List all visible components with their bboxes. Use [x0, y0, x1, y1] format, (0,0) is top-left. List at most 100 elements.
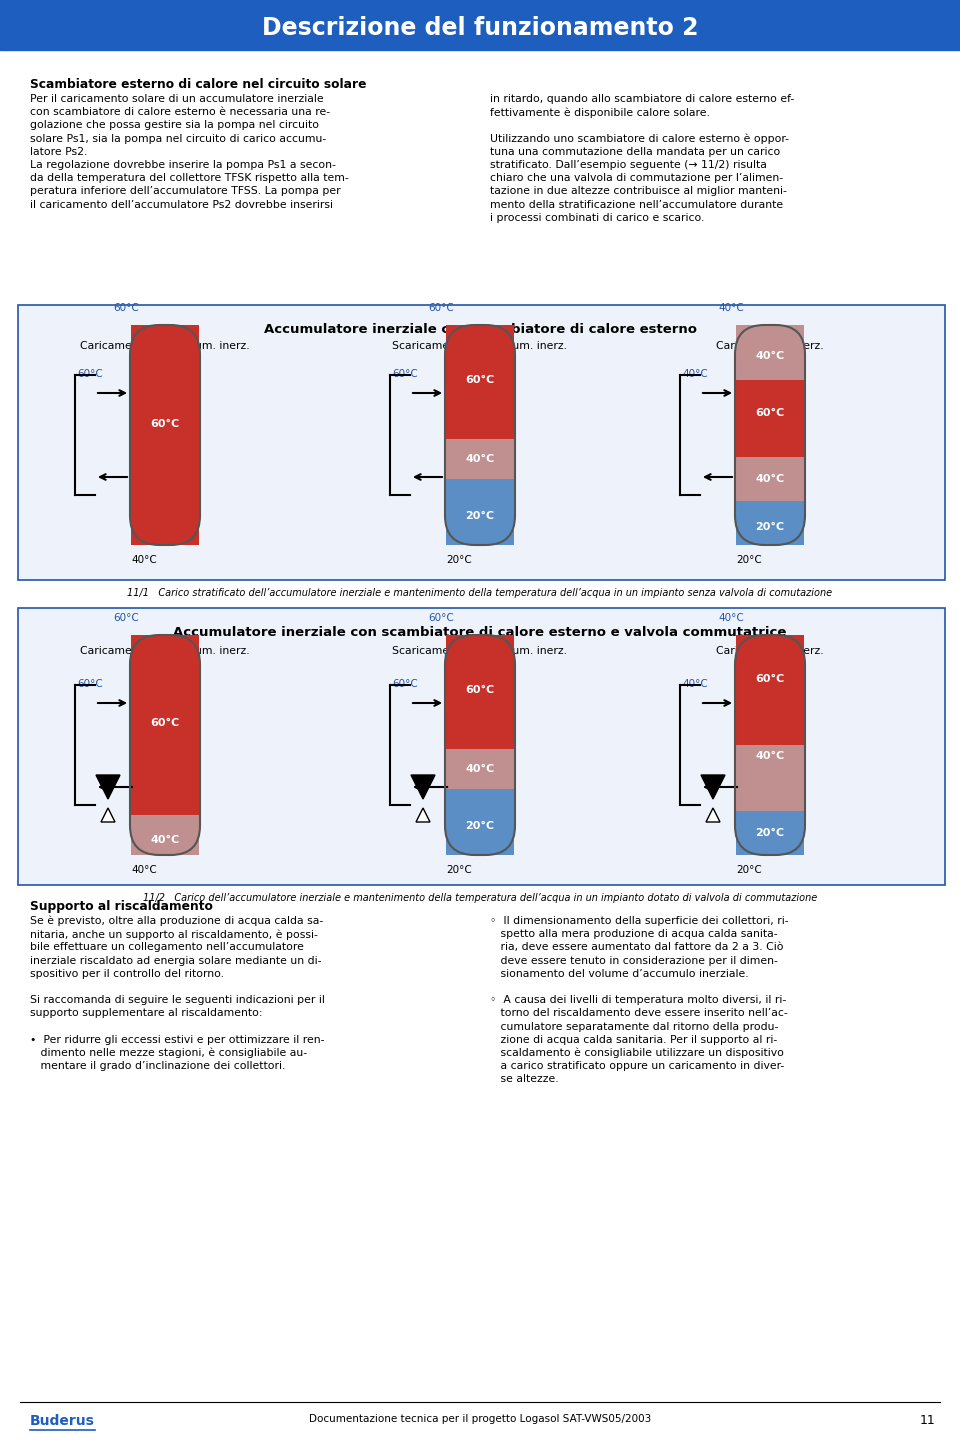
Text: nitaria, anche un supporto al riscaldamento, è possi-: nitaria, anche un supporto al riscaldame…	[30, 929, 318, 940]
Text: 40°C: 40°C	[151, 835, 180, 845]
Text: 40°C: 40°C	[466, 454, 494, 464]
Text: sionamento del volume d’accumulo inerziale.: sionamento del volume d’accumulo inerzia…	[490, 969, 749, 979]
Bar	[18, 305, 945, 580]
Bar	[131, 325, 199, 544]
Text: Se è previsto, oltre alla produzione di acqua calda sa-: Se è previsto, oltre alla produzione di …	[30, 916, 324, 926]
Text: a carico stratificato oppure un caricamento in diver-: a carico stratificato oppure un caricame…	[490, 1061, 784, 1071]
Text: Caricam. acc. inerz.: Caricam. acc. inerz.	[716, 647, 824, 657]
Text: i processi combinati di carico e scarico.: i processi combinati di carico e scarico…	[490, 213, 705, 223]
Text: stratificato. Dall’esempio seguente (→ 11/2) risulta: stratificato. Dall’esempio seguente (→ 1…	[490, 160, 767, 170]
Text: tuna una commutazione della mandata per un carico: tuna una commutazione della mandata per …	[490, 147, 780, 157]
Text: 60°C: 60°C	[466, 685, 494, 696]
Text: zione di acqua calda sanitaria. Per il supporto al ri-: zione di acqua calda sanitaria. Per il s…	[490, 1035, 778, 1045]
Text: in ritardo, quando allo scambiatore di calore esterno ef-: in ritardo, quando allo scambiatore di c…	[490, 94, 794, 104]
Polygon shape	[96, 775, 120, 799]
Text: 20°C: 20°C	[736, 554, 762, 564]
Text: 11/2   Carico dell’accumulatore inerziale e mantenimento della temperatura dell’: 11/2 Carico dell’accumulatore inerziale …	[143, 893, 817, 903]
Text: il caricamento dell’accumulatore Ps2 dovrebbe inserirsi: il caricamento dell’accumulatore Ps2 dov…	[30, 200, 333, 210]
Text: Caricamento dell’accum. inerz.: Caricamento dell’accum. inerz.	[81, 647, 250, 657]
Text: deve essere tenuto in considerazione per il dimen-: deve essere tenuto in considerazione per…	[490, 956, 778, 966]
FancyBboxPatch shape	[130, 325, 200, 544]
Polygon shape	[706, 808, 720, 822]
Bar	[446, 480, 514, 544]
Text: 60°C: 60°C	[392, 680, 418, 688]
Text: Caricamento dell’accum. inerz.: Caricamento dell’accum. inerz.	[81, 341, 250, 351]
Text: Utilizzando uno scambiatore di calore esterno è oppor-: Utilizzando uno scambiatore di calore es…	[490, 134, 789, 144]
Bar	[131, 815, 199, 854]
Text: torno del riscaldamento deve essere inserito nell’ac-: torno del riscaldamento deve essere inse…	[490, 1008, 788, 1018]
Polygon shape	[101, 808, 115, 822]
Text: •  Per ridurre gli eccessi estivi e per ottimizzare il ren-: • Per ridurre gli eccessi estivi e per o…	[30, 1035, 324, 1045]
Text: Accumulatore inerziale con scambiatore di calore esterno: Accumulatore inerziale con scambiatore d…	[263, 323, 697, 336]
Text: 40°C: 40°C	[132, 865, 156, 876]
Text: spetto alla mera produzione di acqua calda sanita-: spetto alla mera produzione di acqua cal…	[490, 929, 778, 939]
Text: 40°C: 40°C	[132, 554, 156, 564]
Bar	[446, 635, 514, 749]
Text: 60°C: 60°C	[113, 302, 139, 312]
Text: 60°C: 60°C	[392, 369, 418, 379]
Bar	[131, 635, 199, 815]
FancyBboxPatch shape	[735, 325, 805, 544]
Text: 60°C: 60°C	[151, 419, 180, 429]
Text: 60°C: 60°C	[77, 369, 103, 379]
Text: Accumulatore inerziale con scambiatore di calore esterno e valvola commutatrice: Accumulatore inerziale con scambiatore d…	[174, 626, 786, 639]
Text: 20°C: 20°C	[736, 865, 762, 876]
Bar	[446, 749, 514, 789]
Text: scaldamento è consigliabile utilizzare un dispositivo: scaldamento è consigliabile utilizzare u…	[490, 1048, 784, 1058]
Text: 11/1   Carico stratificato dell’accumulatore inerziale e mantenimento della temp: 11/1 Carico stratificato dell’accumulato…	[128, 588, 832, 598]
Bar	[446, 439, 514, 478]
Text: Caricam. acc. inerz.: Caricam. acc. inerz.	[716, 341, 824, 351]
Text: 40°C: 40°C	[683, 369, 708, 379]
Text: 20°C: 20°C	[756, 523, 784, 533]
Text: 40°C: 40°C	[718, 302, 744, 312]
FancyBboxPatch shape	[445, 635, 515, 855]
Text: 20°C: 20°C	[446, 865, 472, 876]
Text: 60°C: 60°C	[151, 719, 180, 729]
Text: Si raccomanda di seguire le seguenti indicazioni per il: Si raccomanda di seguire le seguenti ind…	[30, 995, 324, 1005]
Text: 20°C: 20°C	[446, 554, 472, 564]
Text: Documentazione tecnica per il progetto Logasol SAT-VWS05/2003: Documentazione tecnica per il progetto L…	[309, 1414, 651, 1424]
Text: Per il caricamento solare di un accumulatore inerziale: Per il caricamento solare di un accumula…	[30, 94, 324, 104]
Text: peratura inferiore dell’accumulatore TFSS. La pompa per: peratura inferiore dell’accumulatore TFS…	[30, 186, 341, 196]
Text: 40°C: 40°C	[756, 474, 784, 484]
FancyBboxPatch shape	[130, 635, 200, 855]
Text: Buderus: Buderus	[30, 1414, 95, 1428]
Text: da della temperatura del collettore TFSK rispetto alla tem-: da della temperatura del collettore TFSK…	[30, 173, 348, 183]
Bar	[18, 608, 945, 886]
Bar	[0, 0, 960, 50]
Polygon shape	[416, 808, 430, 822]
Bar	[736, 811, 804, 854]
Text: Scaricamento dell’accum. inerz.: Scaricamento dell’accum. inerz.	[393, 647, 567, 657]
FancyBboxPatch shape	[735, 635, 805, 855]
Bar	[736, 501, 804, 544]
Text: Scambiatore esterno di calore nel circuito solare: Scambiatore esterno di calore nel circui…	[30, 78, 367, 91]
FancyBboxPatch shape	[445, 325, 515, 544]
Text: 40°C: 40°C	[718, 613, 744, 624]
Text: fettivamente è disponibile calore solare.: fettivamente è disponibile calore solare…	[490, 107, 709, 118]
Text: dimento nelle mezze stagioni, è consigliabile au-: dimento nelle mezze stagioni, è consigli…	[30, 1048, 307, 1058]
Text: 11: 11	[920, 1414, 935, 1427]
Text: 60°C: 60°C	[756, 674, 784, 684]
Text: ◦  A causa dei livelli di temperatura molto diversi, il ri-: ◦ A causa dei livelli di temperatura mol…	[490, 995, 786, 1005]
Text: 40°C: 40°C	[683, 680, 708, 688]
Text: Scaricamento dell’accum. inerz.: Scaricamento dell’accum. inerz.	[393, 341, 567, 351]
Bar	[446, 325, 514, 439]
Text: cumulatore separatamente dal ritorno della produ-: cumulatore separatamente dal ritorno del…	[490, 1021, 779, 1031]
Text: 20°C: 20°C	[466, 511, 494, 521]
Text: La regolazione dovrebbe inserire la pompa Ps1 a secon-: La regolazione dovrebbe inserire la pomp…	[30, 160, 336, 170]
Text: 60°C: 60°C	[466, 374, 494, 384]
Text: 40°C: 40°C	[756, 752, 784, 760]
Text: latore Ps2.: latore Ps2.	[30, 147, 87, 157]
Text: se altezze.: se altezze.	[490, 1074, 559, 1084]
Text: spositivo per il controllo del ritorno.: spositivo per il controllo del ritorno.	[30, 969, 224, 979]
Text: Supporto al riscaldamento: Supporto al riscaldamento	[30, 900, 213, 913]
Bar	[736, 325, 804, 380]
Text: inerziale riscaldato ad energia solare mediante un di-: inerziale riscaldato ad energia solare m…	[30, 956, 322, 966]
Text: Descrizione del funzionamento 2: Descrizione del funzionamento 2	[262, 16, 698, 40]
Bar	[736, 380, 804, 456]
Text: 60°C: 60°C	[428, 613, 454, 624]
Bar	[446, 789, 514, 854]
Bar	[736, 456, 804, 501]
Text: con scambiatore di calore esterno è necessaria una re-: con scambiatore di calore esterno è nece…	[30, 107, 330, 117]
Text: mentare il grado d’inclinazione dei collettori.: mentare il grado d’inclinazione dei coll…	[30, 1061, 285, 1071]
